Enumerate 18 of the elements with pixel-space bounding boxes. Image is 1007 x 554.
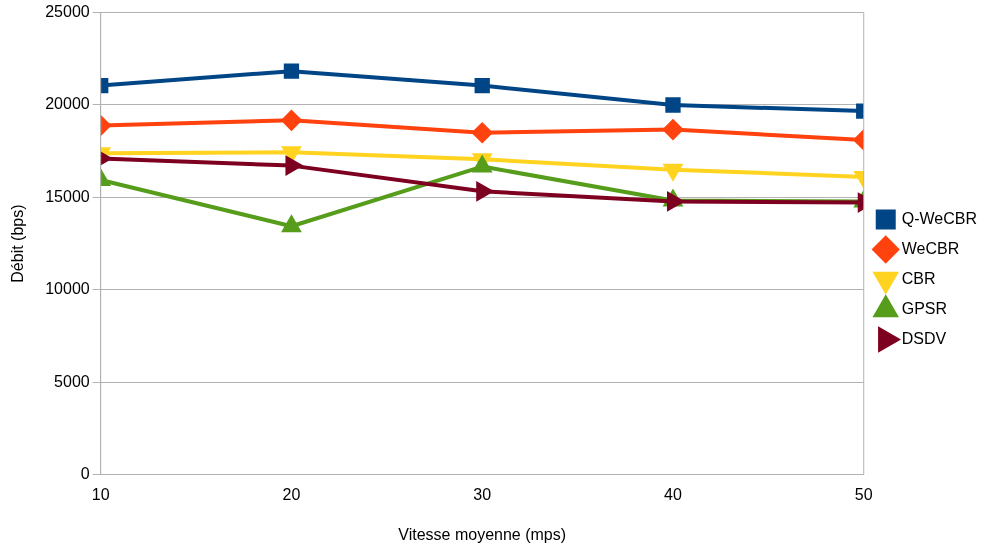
y-tick-label: 25000 [45, 3, 90, 21]
x-tick-label: 20 [282, 485, 301, 503]
legend-label: GPSR [901, 299, 948, 317]
legend-label: DSDV [901, 329, 947, 347]
legend-label: Q-WeCBR [901, 209, 977, 227]
x-tick-label: 10 [91, 485, 110, 503]
x-tick-label: 40 [664, 485, 682, 503]
y-tick-label: 5000 [54, 372, 90, 390]
legend-label: CBR [901, 269, 936, 287]
x-axis-title: Vitesse moyenne (mps) [398, 525, 567, 543]
x-tick-label: 30 [473, 485, 492, 503]
y-axis-title: Débit (bps) [9, 204, 27, 283]
y-tick-label: 10000 [45, 280, 90, 298]
y-tick-label: 20000 [45, 95, 90, 113]
x-tick-label: 50 [854, 485, 873, 503]
y-tick-label: 0 [80, 465, 90, 483]
y-tick-label: 15000 [45, 187, 90, 205]
legend-label: WeCBR [901, 239, 960, 257]
